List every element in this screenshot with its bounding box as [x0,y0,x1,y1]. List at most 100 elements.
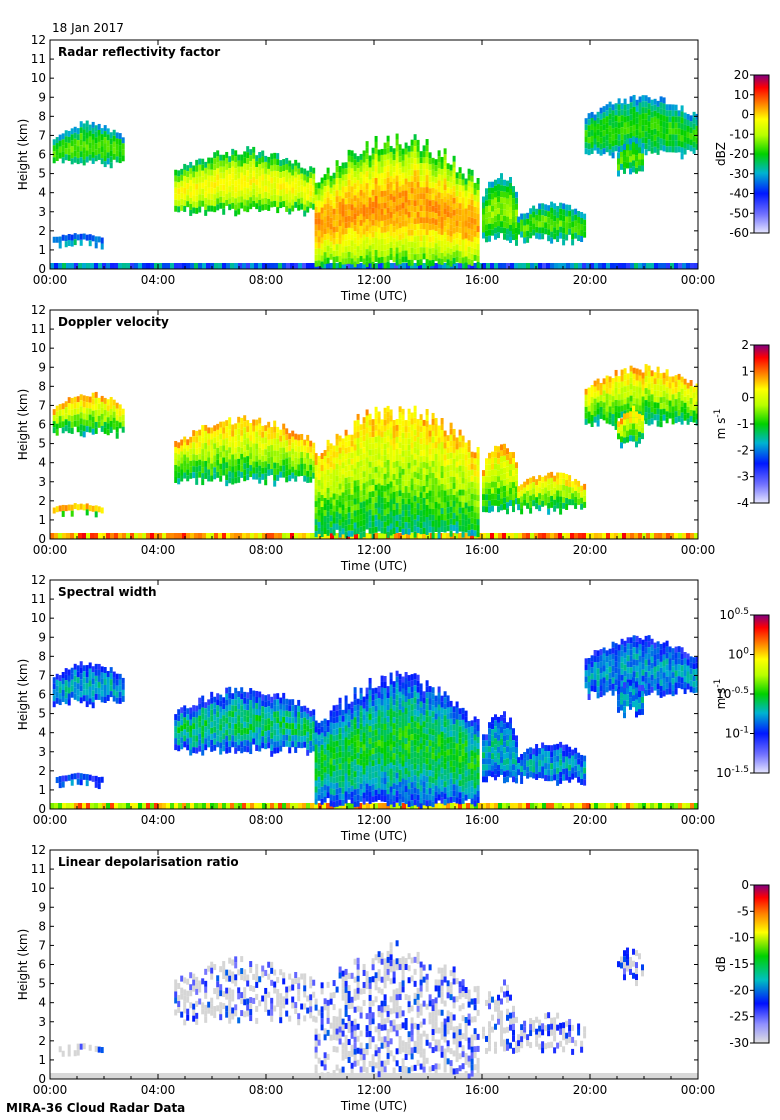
cloud-cell [632,405,635,412]
surface-clutter-cell [434,803,438,809]
cloud-cell [470,505,474,512]
cloud-cell [404,148,408,155]
cloud-cell [464,196,468,203]
cloud-cell [365,451,369,458]
cloud-cell [602,390,606,397]
cloud-cell [431,235,435,242]
cloud-cell [362,435,366,442]
cloud-cell [410,211,414,218]
cloud-cell [329,503,333,510]
cloud-cell [455,467,459,474]
cloud-cell [341,204,345,211]
cloud-cell [422,437,426,444]
cloud-cell [512,482,515,489]
cloud-cell [434,484,438,491]
cloud-cell [276,195,280,202]
cloud-cell [353,201,357,208]
cloud-cell [356,467,360,474]
cloud-cell [201,158,205,165]
cloud-cell [461,459,465,466]
cloud-cell [332,529,336,536]
cloud-cell [404,492,408,499]
cloud-cell [677,134,681,141]
cloud-cell [599,119,603,126]
cloud-cell [638,419,641,426]
surface-clutter-cell [662,263,666,269]
cloud-cell [437,521,441,528]
cloud-cell [91,410,95,417]
cloud-cell [210,439,214,446]
cloud-cell [234,423,238,430]
cloud-cell [629,96,633,103]
cloud-cell [404,504,408,511]
cloud-cell [500,486,503,493]
cloud-cell [467,186,471,193]
cloud-cell [335,439,339,446]
panel-title: Doppler velocity [58,315,169,329]
cloud-cell [419,175,423,182]
cloud-cell [440,502,444,509]
cloud-cell [106,158,110,165]
cloud-cell [461,173,465,180]
cloud-cell [596,129,600,136]
cloud-cell [559,472,563,479]
cloud-cell [347,221,351,228]
cloud-cell [276,456,280,463]
cloud-cell [593,114,597,121]
cloud-cell [473,488,477,495]
surface-clutter-cell [214,803,218,809]
cloud-cell [407,187,411,194]
cloud-cell [449,470,453,477]
cloud-cell [103,421,107,428]
cloud-cell [497,226,500,233]
cloud-cell [428,206,432,213]
cloud-cell [434,490,438,497]
cloud-cell [571,233,575,240]
cloud-cell [665,116,669,123]
cloud-cell [473,506,477,513]
cloud-cell [386,429,390,436]
cloud-cell [383,437,387,444]
cloud-cell [620,430,623,437]
cloud-cell [335,481,339,488]
cloud-cell [532,205,536,212]
cloud-cell [180,457,184,464]
cloud-cell [425,163,429,170]
cloud-cell [632,112,636,119]
cloud-cell [641,390,645,397]
cloud-cell [629,126,633,133]
cloud-cell [392,449,396,456]
cloud-cell [449,506,453,513]
cloud-cell [503,479,506,486]
cloud-cell [270,451,274,458]
cloud-cell [401,220,405,227]
cloud-cell [64,401,68,408]
cloud-cell [294,165,298,172]
cloud-cell [464,244,468,251]
surface-clutter-cell [646,263,650,269]
cloud-cell [671,140,675,147]
cloud-cell [413,507,417,514]
cloud-cell [422,509,426,516]
colorbar-unit-label: dBZ [714,142,728,166]
cloud-cell [365,457,369,464]
cloud-cell [359,249,363,256]
surface-clutter-cell [222,803,226,809]
cloud-cell [443,154,447,161]
cloud-cell [386,225,390,232]
cloud-cell [647,377,651,384]
cloud-cell [440,484,444,491]
cloud-cell [425,409,429,416]
cloud-cell [374,436,378,443]
cloud-cell [494,481,497,488]
cloud-cell [118,404,122,411]
cloud-cell [580,224,584,231]
cloud-cell [425,259,429,266]
cloud-cell [356,431,360,438]
cloud-cell [76,128,80,135]
y-tick-label: 1 [38,243,46,257]
cloud-cell [692,141,696,148]
cloud-cell [312,167,316,174]
cloud-cell [662,372,666,379]
